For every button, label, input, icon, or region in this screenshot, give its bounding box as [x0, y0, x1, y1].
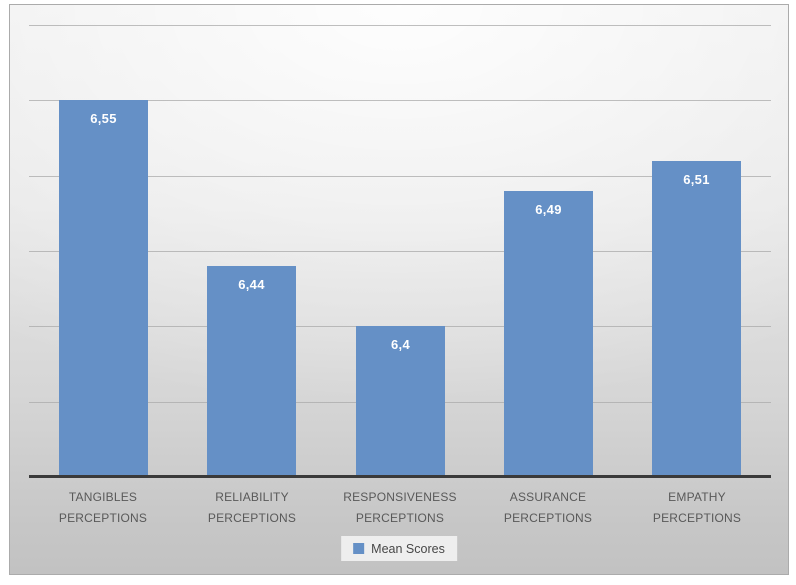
- category-label: RESPONSIVENESS PERCEPTIONS: [343, 490, 457, 525]
- bar: [207, 266, 296, 477]
- legend: Mean Scores: [341, 536, 457, 561]
- bar-value-label: 6,55: [90, 111, 117, 126]
- category-label: RELIABILITY PERCEPTIONS: [207, 490, 297, 525]
- x-axis-line: [29, 475, 771, 478]
- bar-value-label: 6,44: [238, 277, 265, 292]
- category-label: ASSURANCE PERCEPTIONS: [503, 490, 593, 525]
- category-label: TANGIBLES PERCEPTIONS: [58, 490, 148, 525]
- gridline: [29, 176, 771, 177]
- bar-value-label: 6,49: [535, 202, 562, 217]
- gridline: [29, 251, 771, 252]
- bar: [652, 161, 741, 477]
- bar: [59, 100, 148, 477]
- legend-swatch-icon: [353, 543, 365, 554]
- legend-label: Mean Scores: [371, 541, 445, 556]
- bar: [356, 326, 445, 477]
- bar-value-label: 6,4: [391, 337, 410, 352]
- gridline: [29, 100, 771, 101]
- bar: [504, 191, 593, 477]
- bar-value-label: 6,51: [683, 172, 710, 187]
- gridline: [29, 25, 771, 26]
- category-label: EMPATHY PERCEPTIONS: [652, 490, 742, 525]
- chart-area: Mean Scores 6,55 TANGIBLES PERCEPTIONS 6,4…: [9, 4, 789, 575]
